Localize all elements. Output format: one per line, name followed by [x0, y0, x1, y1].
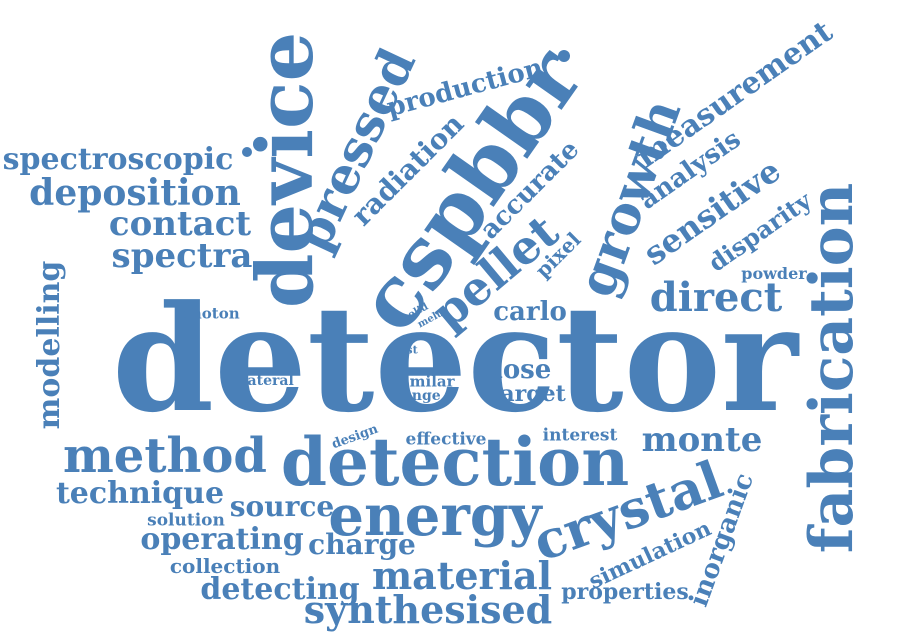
word-powder: powder [741, 264, 807, 283]
word-interest: interest [542, 425, 618, 446]
word-direct: direct [649, 274, 783, 321]
word-operating: operating [140, 522, 304, 557]
word-photon: photon [180, 304, 240, 323]
word-target: target [490, 381, 566, 407]
word-cost: cost [392, 343, 418, 357]
word-monte: monte [641, 420, 763, 460]
word-modelling: modelling [32, 260, 67, 430]
dot-mark [242, 147, 252, 157]
word-dose: dose [484, 355, 552, 385]
word-deposition: deposition [29, 172, 241, 214]
word-spectroscopic: spectroscopic [2, 142, 234, 177]
word-energy: energy [328, 483, 542, 549]
word-detection: detection [280, 423, 630, 501]
word-carlo: carlo [493, 297, 567, 327]
word-charge: charge [308, 528, 416, 561]
word-fabrication: fabrication [797, 182, 867, 554]
word-source: source [229, 490, 335, 523]
word-spectra: spectra [111, 236, 253, 276]
word-solution: solution [147, 510, 225, 531]
dot-mark [558, 50, 570, 62]
word-material: material [371, 553, 553, 598]
word-detecting: detecting [200, 572, 360, 607]
word-method: method [63, 428, 267, 484]
word-similar: similar [395, 372, 455, 391]
word-detector: detector [112, 274, 798, 445]
word-effective: effective [405, 429, 487, 450]
word-contact: contact [108, 204, 252, 244]
word-collection: collection [169, 554, 281, 578]
word-range: range [395, 388, 441, 404]
word-synthesised: synthesised [303, 587, 553, 632]
word-properties: properties [561, 579, 689, 605]
word-technique: technique [55, 476, 225, 511]
word-lateral: lateral [242, 373, 294, 389]
